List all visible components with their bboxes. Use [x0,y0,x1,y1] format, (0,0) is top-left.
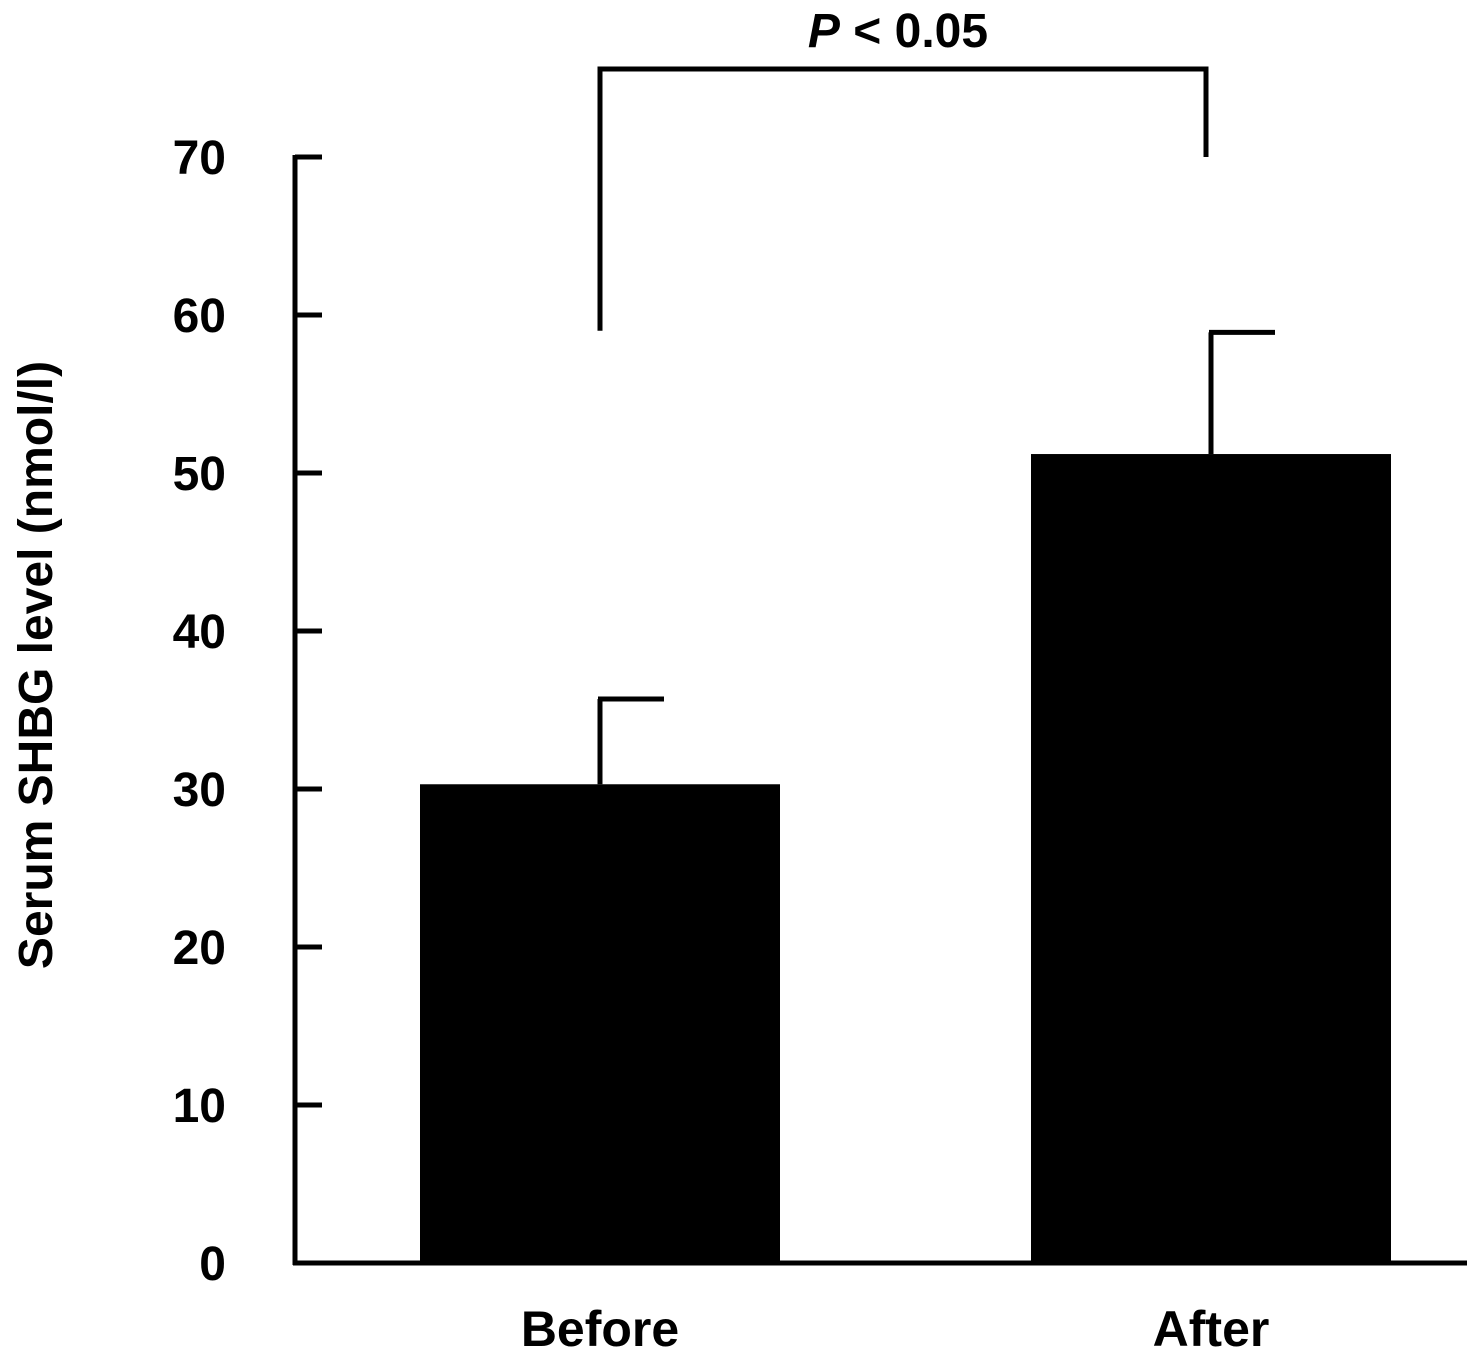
y-ticks: 0 10 20 30 40 50 60 70 [173,132,322,1291]
bar-before [420,784,780,1263]
y-tick-label-6: 60 [173,290,226,343]
y-tick-label-4: 40 [173,606,226,659]
y-tick-label-1: 10 [173,1080,226,1133]
bars [420,454,1391,1263]
bracket-line [597,66,1209,331]
y-tick-label-5: 50 [173,448,226,501]
y-axis-label: Serum SHBG level (nmol/l) [10,361,63,969]
significance-annotation: P < 0.05 [808,5,988,58]
error-bars [597,329,1275,785]
y-tick-label-0: 0 [199,1238,226,1291]
p-symbol: P [808,5,841,58]
y-tick-label-7: 70 [173,132,226,185]
x-label-after: After [1153,1301,1270,1357]
bar-after [1031,454,1391,1263]
y-tick-label-3: 30 [173,764,226,817]
p-relation: < 0.05 [840,5,988,58]
x-labels: Before After [521,1301,1270,1357]
significance-bracket [597,66,1209,331]
x-label-before: Before [521,1301,679,1357]
y-tick-label-2: 20 [173,922,226,975]
